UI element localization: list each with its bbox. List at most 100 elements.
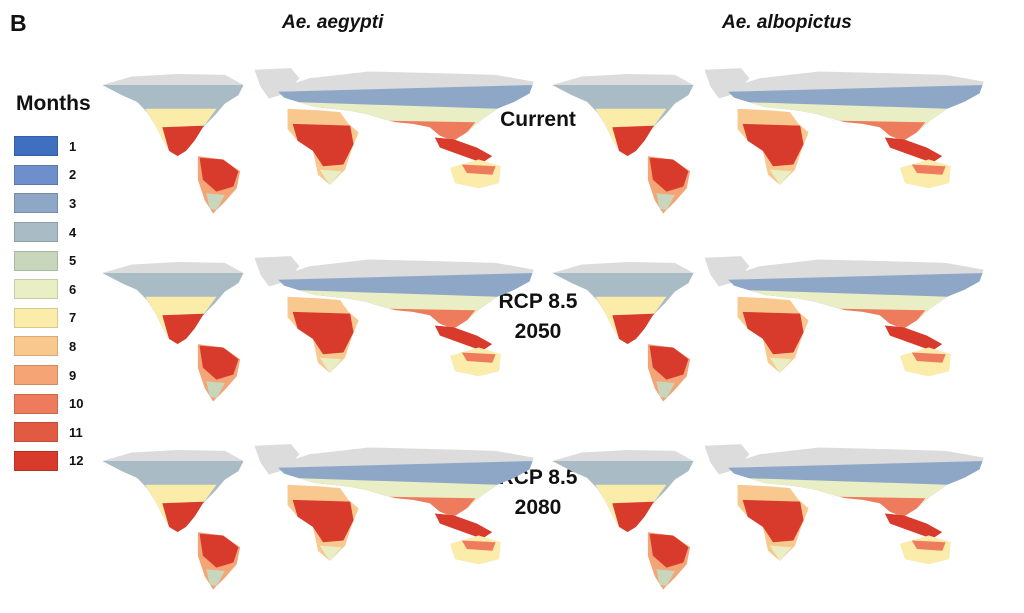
suitability-region: [199, 345, 239, 380]
suitability-region: [206, 569, 225, 587]
legend-swatch: [14, 164, 58, 185]
legend-swatch: [14, 279, 58, 300]
land-greenland: [704, 256, 750, 287]
suitability-region: [900, 347, 951, 377]
land-greenland: [254, 68, 300, 99]
suitability-region: [292, 311, 354, 355]
legend-title: Months: [16, 92, 91, 115]
map-albopictus-2080: [548, 424, 988, 608]
legend-label: 11: [69, 424, 83, 440]
suitability-region: [377, 120, 476, 141]
suitability-region: [911, 352, 946, 363]
legend-label: 8: [69, 338, 77, 354]
suitability-region: [911, 540, 946, 551]
suitability-region: [199, 533, 239, 568]
row-label-current: Current: [478, 105, 598, 135]
suitability-region: [162, 313, 207, 345]
row-label-line2: 2080: [514, 496, 562, 519]
legend-swatch: [14, 222, 58, 243]
panel-letter: B: [10, 10, 27, 36]
legend-item: 12: [14, 447, 83, 476]
map-albopictus-2050: [548, 236, 988, 420]
suitability-region: [884, 325, 943, 351]
suitability-region: [377, 308, 476, 329]
suitability-region: [769, 357, 792, 373]
suitability-region: [769, 545, 792, 561]
legend-item: 7: [14, 304, 83, 333]
suitability-region: [319, 357, 342, 373]
suitability-region: [162, 125, 207, 157]
legend-label: 5: [69, 253, 77, 269]
legend: 1 2 3 4 5 6 7 8 9 10 11 12: [14, 132, 83, 475]
suitability-region: [656, 381, 675, 399]
suitability-region: [450, 535, 501, 565]
suitability-region: [206, 381, 225, 399]
legend-label: 6: [69, 281, 77, 297]
row-label-line1: RCP 8.5: [498, 290, 578, 313]
legend-swatch: [14, 307, 58, 328]
legend-label: 3: [69, 195, 77, 211]
suitability-region: [649, 157, 689, 192]
legend-swatch: [14, 365, 58, 386]
map-aegypti-current: [98, 48, 538, 232]
row-label-line1: Current: [500, 108, 576, 131]
column-title-aegypti: Ae. aegypti: [282, 12, 384, 33]
legend-label: 4: [69, 224, 77, 240]
suitability-region: [434, 137, 493, 163]
suitability-region: [884, 137, 943, 163]
land-greenland: [704, 68, 750, 99]
suitability-region: [769, 169, 792, 185]
suitability-region: [911, 164, 946, 175]
legend-swatch: [14, 393, 58, 414]
suitability-region: [450, 159, 501, 189]
suitability-region: [900, 159, 951, 189]
suitability-region: [206, 193, 225, 211]
legend-swatch: [14, 193, 58, 214]
suitability-region: [742, 123, 804, 167]
land-greenland: [254, 256, 300, 287]
suitability-region: [612, 313, 657, 345]
legend-label: 9: [69, 367, 77, 383]
suitability-region: [450, 347, 501, 377]
suitability-region: [292, 123, 354, 167]
suitability-region: [461, 164, 496, 175]
legend-swatch: [14, 136, 58, 157]
suitability-region: [656, 193, 675, 211]
land-greenland: [254, 444, 300, 475]
legend-swatch: [14, 450, 58, 471]
suitability-region: [827, 496, 926, 517]
legend-item: 9: [14, 361, 83, 390]
legend-label: 1: [69, 138, 77, 154]
suitability-region: [319, 545, 342, 561]
legend-swatch: [14, 336, 58, 357]
suitability-region: [612, 501, 657, 533]
suitability-region: [884, 513, 943, 539]
suitability-region: [292, 499, 354, 543]
map-aegypti-2080: [98, 424, 538, 608]
suitability-region: [162, 501, 207, 533]
suitability-region: [649, 533, 689, 568]
legend-item: 4: [14, 218, 83, 247]
map-albopictus-current: [548, 48, 988, 232]
suitability-region: [461, 540, 496, 551]
suitability-region: [649, 345, 689, 380]
legend-item: 10: [14, 389, 83, 418]
suitability-region: [742, 311, 804, 355]
legend-item: 1: [14, 132, 83, 161]
row-label-line2: 2050: [514, 320, 562, 343]
suitability-region: [377, 496, 476, 517]
legend-label: 2: [69, 167, 77, 183]
land-greenland: [704, 444, 750, 475]
suitability-region: [827, 308, 926, 329]
row-label-2050: RCP 8.5 2050: [478, 287, 598, 347]
suitability-region: [827, 120, 926, 141]
suitability-region: [742, 499, 804, 543]
suitability-region: [199, 157, 239, 192]
map-aegypti-2050: [98, 236, 538, 420]
suitability-region: [612, 125, 657, 157]
legend-item: 5: [14, 246, 83, 275]
suitability-region: [319, 169, 342, 185]
legend-item: 3: [14, 189, 83, 218]
suitability-region: [434, 513, 493, 539]
legend-item: 6: [14, 275, 83, 304]
